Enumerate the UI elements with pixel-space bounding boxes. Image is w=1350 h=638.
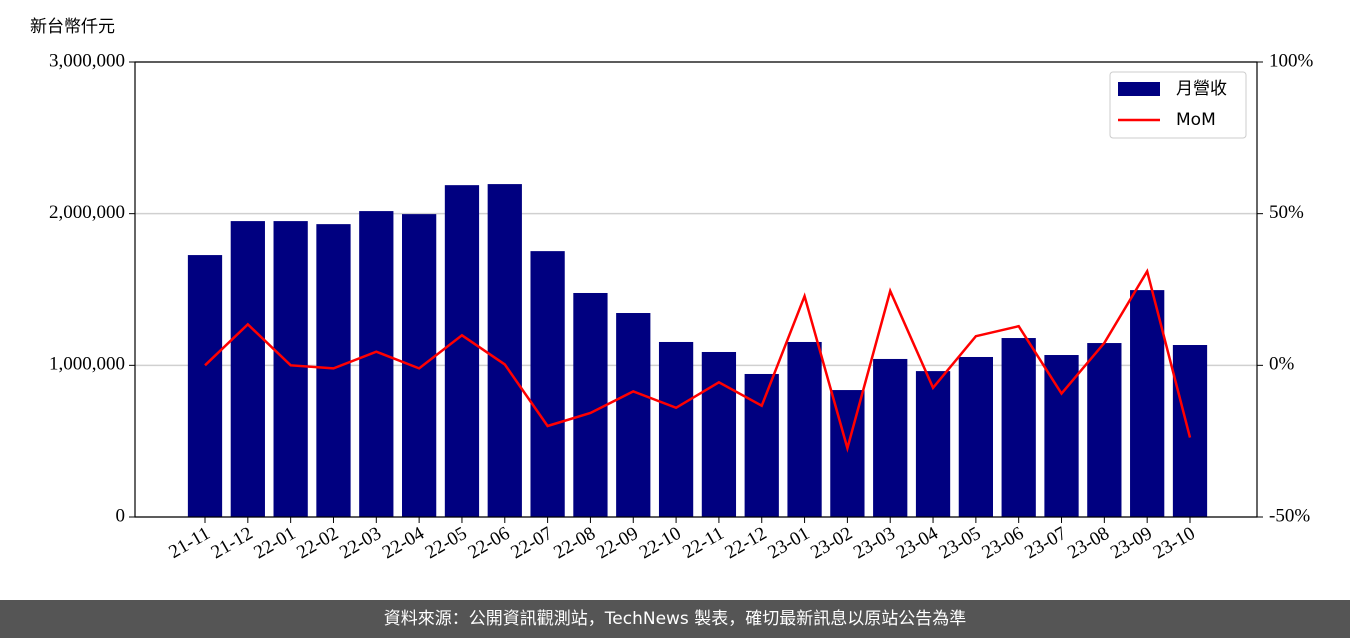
bar (1172, 345, 1208, 517)
x-tick-label: 22-03 (336, 523, 385, 563)
legend-swatch (1118, 82, 1160, 96)
chart: 新台幣仟元 0 1,000,000 2,000,000 3,000,000 -50% 0%… (30, 17, 1314, 564)
legend-label: 月營收 (1176, 79, 1227, 99)
x-tick-label: 22-04 (379, 523, 428, 564)
bar (316, 224, 351, 518)
bar (359, 211, 394, 518)
y2-tick-label: 0% (1269, 354, 1295, 375)
x-tick-label: 23-01 (764, 523, 813, 563)
x-tick-label: 23-05 (936, 523, 985, 563)
x-tick-label: 22-08 (550, 523, 599, 563)
bar (573, 292, 608, 517)
line (204, 268, 1192, 453)
x-tick-label: 22-05 (422, 523, 471, 563)
x-tick-label: 23-04 (893, 523, 942, 564)
footer: 資料來源：公開資訊觀測站，TechNews 製表，確切最新訊息以原站公告為準 (0, 600, 1350, 638)
x-tick-label: 22-02 (293, 523, 342, 563)
bar (402, 214, 437, 517)
x-tick-label: 21-11 (165, 523, 213, 563)
x-tick-label: 22-01 (250, 523, 299, 563)
bar (915, 371, 951, 517)
bar (530, 251, 565, 517)
x-tick-label: 22-09 (593, 523, 642, 563)
bar (187, 255, 223, 518)
bar (1001, 338, 1036, 517)
y2-tick-label: 50% (1269, 202, 1304, 223)
x-tick-label: 22-06 (465, 523, 514, 563)
bar (658, 341, 694, 517)
y-tick-label: 0 (116, 505, 126, 526)
bar (1087, 343, 1122, 517)
x-tick-label: 22-07 (507, 523, 556, 563)
y2-tick-label: 100% (1269, 50, 1314, 71)
plot-frame (134, 61, 1258, 518)
bar (487, 184, 522, 517)
legend-label: MoM (1176, 110, 1216, 130)
bar (958, 356, 993, 517)
x-tick-label: 22-11 (679, 523, 727, 563)
x-tick-label: 23-02 (807, 523, 856, 563)
bar (230, 221, 265, 517)
bar (444, 185, 480, 518)
x-tick-label: 23-06 (978, 523, 1027, 563)
x-tick-label: 23-07 (1021, 523, 1070, 563)
x-tick-label: 21-12 (208, 523, 257, 563)
bar (873, 358, 908, 517)
bar (273, 221, 308, 517)
y-tick-label: 2,000,000 (49, 202, 125, 223)
x-tick-label: 23-10 (1150, 523, 1199, 563)
bar (1130, 290, 1165, 517)
y-tick-label: 3,000,000 (49, 50, 125, 71)
x-tick-label: 22-10 (636, 523, 685, 563)
bar (1044, 355, 1079, 517)
bar (744, 373, 779, 517)
x-tick-label: 23-09 (1107, 523, 1156, 563)
bar (787, 341, 822, 517)
bar (701, 351, 737, 517)
y2-tick-label: -50% (1269, 505, 1310, 526)
y-axis-label: 新台幣仟元 (30, 17, 115, 37)
x-tick-label: 23-08 (1064, 523, 1113, 563)
x-tick-label: 22-12 (722, 523, 771, 563)
x-tick-label: 23-03 (850, 523, 899, 563)
bar (616, 313, 651, 517)
y-tick-label: 1,000,000 (49, 354, 125, 375)
